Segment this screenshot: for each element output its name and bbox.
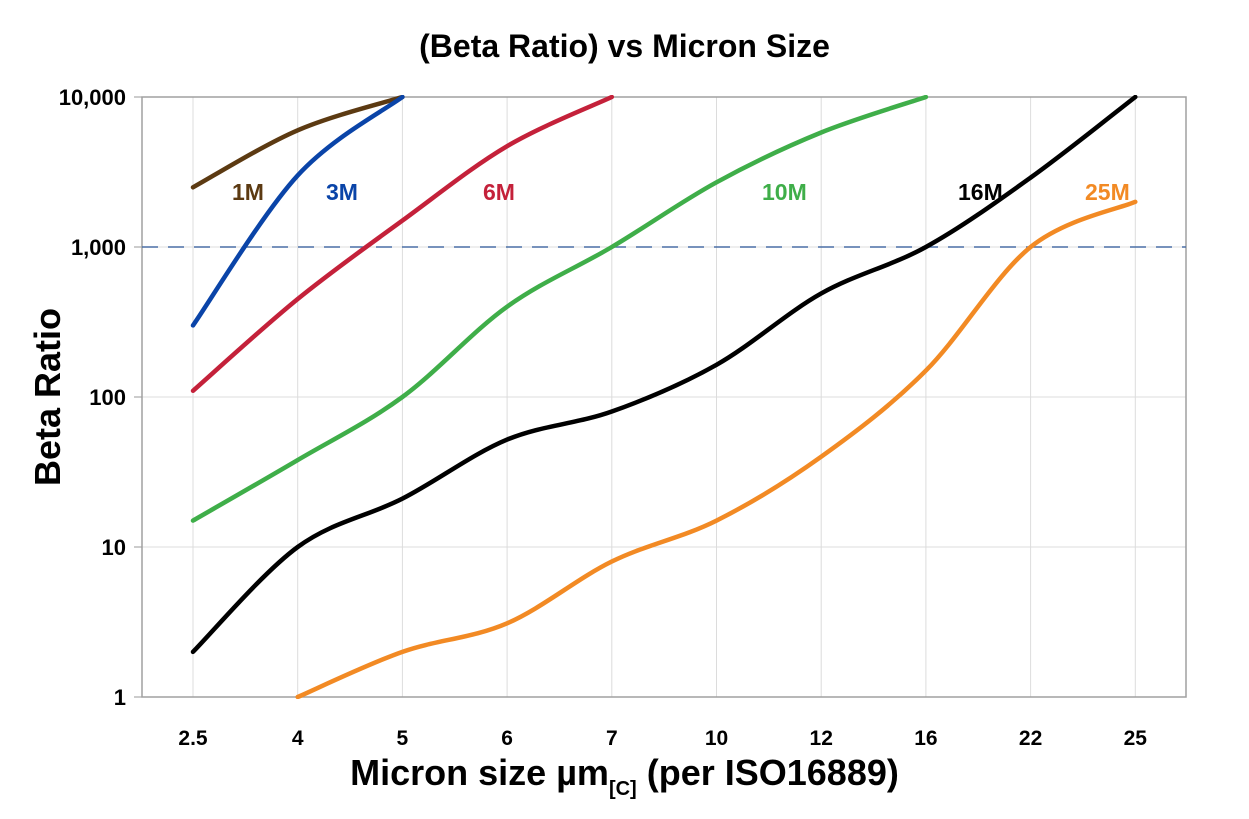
y-tick-label: 10,000 [59, 85, 126, 110]
x-axis-label: Micron size µm[C] (per ISO16889) [0, 752, 1249, 801]
x-tick-label: 4 [292, 727, 304, 750]
y-tick-label: 10 [102, 535, 126, 560]
x-tick-label: 2.5 [178, 727, 208, 750]
x-tick-label: 7 [606, 727, 618, 750]
series-label-3M: 3M [326, 179, 358, 205]
x-axis-label-main: Micron size µm [350, 752, 609, 793]
y-tick-label: 1,000 [71, 235, 126, 260]
series-label-25M: 25M [1085, 179, 1130, 205]
x-tick-label: 25 [1124, 727, 1148, 750]
x-axis-label-suffix: (per ISO16889) [636, 752, 899, 793]
x-tick-label: 12 [810, 727, 833, 750]
series-label-6M: 6M [483, 179, 515, 205]
y-tick-label: 100 [89, 385, 126, 410]
series-line-16M [190, 95, 1138, 655]
series-line-10M [190, 95, 929, 523]
series-line-6M [190, 95, 615, 394]
chart-title: (Beta Ratio) vs Micron Size [419, 28, 830, 64]
series-line-3M [190, 95, 405, 328]
series-line-25M [295, 199, 1138, 699]
x-tick-label: 10 [705, 727, 728, 750]
series-label-16M: 16M [958, 179, 1003, 205]
series-label-1M: 1M [232, 179, 264, 205]
series-label-10M: 10M [762, 179, 807, 205]
x-tick-label: 22 [1019, 727, 1042, 750]
x-axis-label-subscript: [C] [608, 778, 637, 800]
series-line-1M [190, 95, 405, 190]
x-tick-label: 16 [914, 727, 937, 750]
x-tick-label: 6 [501, 727, 513, 750]
y-tick-label: 1 [114, 685, 126, 710]
plot-frame [141, 96, 1187, 698]
x-tick-label: 5 [397, 727, 409, 750]
